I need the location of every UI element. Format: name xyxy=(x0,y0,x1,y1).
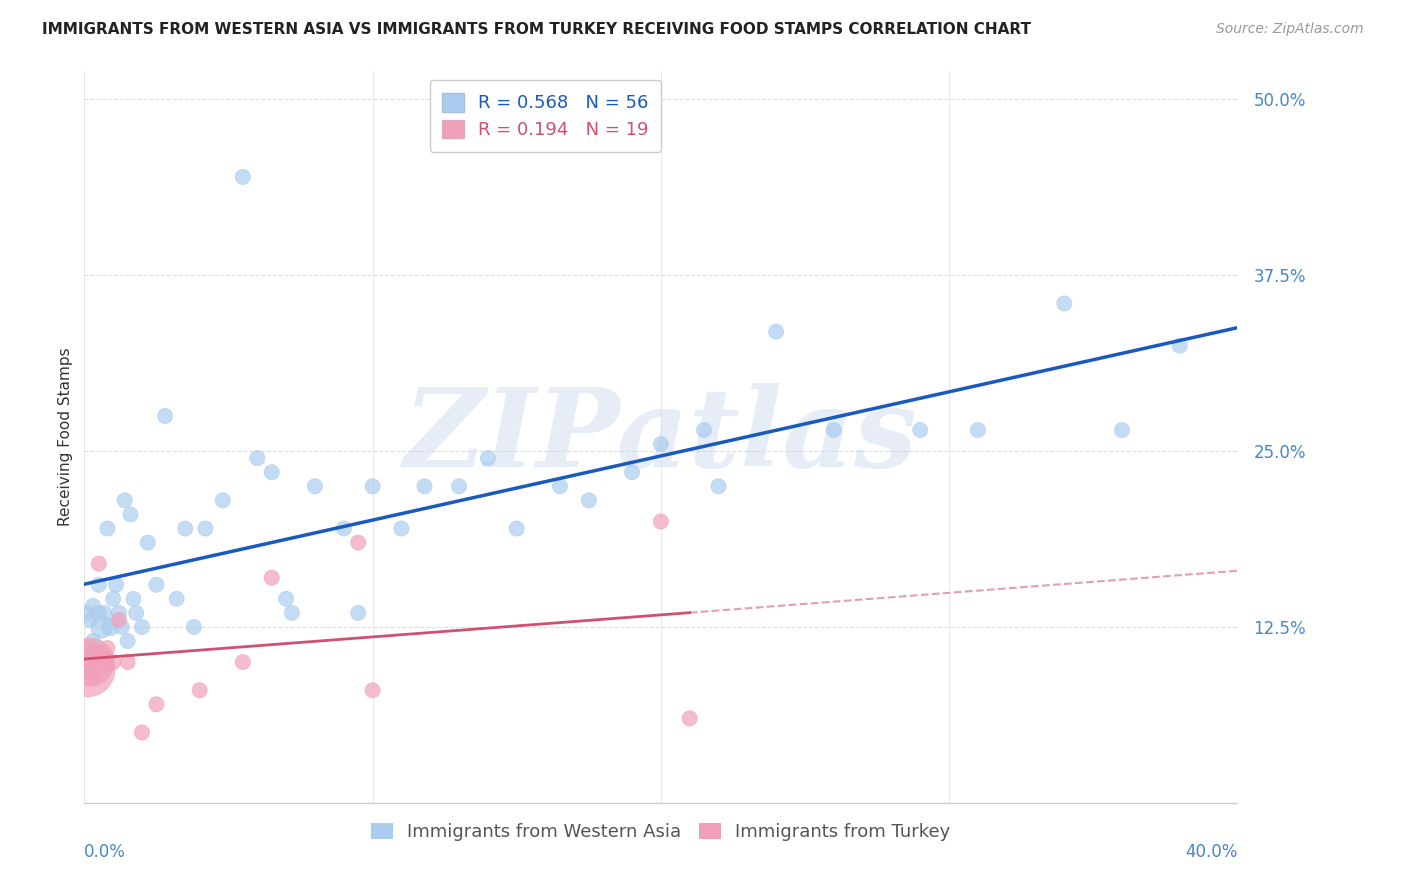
Point xyxy=(910,423,932,437)
Point xyxy=(361,683,384,698)
Point xyxy=(103,655,124,669)
Point xyxy=(79,655,101,669)
Point xyxy=(347,606,370,620)
Point xyxy=(117,634,139,648)
Point xyxy=(707,479,730,493)
Point xyxy=(117,655,139,669)
Point xyxy=(823,423,845,437)
Point xyxy=(413,479,436,493)
Point xyxy=(194,521,217,535)
Text: Source: ZipAtlas.com: Source: ZipAtlas.com xyxy=(1216,22,1364,37)
Point xyxy=(967,423,990,437)
Point xyxy=(87,557,110,571)
Point xyxy=(105,578,128,592)
Point xyxy=(260,465,283,479)
Point xyxy=(76,606,98,620)
Point xyxy=(693,423,716,437)
Point xyxy=(87,578,110,592)
Point xyxy=(96,521,118,535)
Point xyxy=(1168,339,1191,353)
Point xyxy=(82,634,104,648)
Point xyxy=(333,521,356,535)
Point xyxy=(304,479,326,493)
Text: ZIPatlas: ZIPatlas xyxy=(404,384,918,491)
Point xyxy=(90,655,112,669)
Point xyxy=(108,613,131,627)
Point xyxy=(120,508,142,522)
Point xyxy=(131,725,153,739)
Text: 0.0%: 0.0% xyxy=(84,843,127,861)
Point xyxy=(449,479,471,493)
Point xyxy=(103,591,124,606)
Point xyxy=(145,698,167,712)
Point xyxy=(131,620,153,634)
Point xyxy=(108,606,131,620)
Point xyxy=(82,669,104,683)
Point xyxy=(87,606,110,620)
Point xyxy=(347,535,370,549)
Point xyxy=(125,606,148,620)
Point xyxy=(114,493,136,508)
Point xyxy=(166,591,188,606)
Point xyxy=(391,521,413,535)
Point xyxy=(111,620,134,634)
Point xyxy=(84,655,107,669)
Point xyxy=(1053,296,1076,310)
Point xyxy=(650,437,672,451)
Point xyxy=(84,648,107,662)
Point xyxy=(260,571,283,585)
Point xyxy=(188,683,211,698)
Point xyxy=(621,465,644,479)
Point xyxy=(93,606,115,620)
Point xyxy=(82,599,104,613)
Point xyxy=(1111,423,1133,437)
Point xyxy=(211,493,233,508)
Point xyxy=(477,451,499,466)
Point xyxy=(174,521,197,535)
Legend: Immigrants from Western Asia, Immigrants from Turkey: Immigrants from Western Asia, Immigrants… xyxy=(364,816,957,848)
Point xyxy=(183,620,205,634)
Point xyxy=(90,620,112,634)
Point xyxy=(96,641,118,656)
Point xyxy=(765,325,787,339)
Point xyxy=(679,711,702,725)
Point xyxy=(650,515,672,529)
Point xyxy=(281,606,304,620)
Point xyxy=(145,578,167,592)
Y-axis label: Receiving Food Stamps: Receiving Food Stamps xyxy=(58,348,73,526)
Point xyxy=(276,591,298,606)
Point xyxy=(76,662,98,676)
Text: 40.0%: 40.0% xyxy=(1185,843,1237,861)
Point xyxy=(506,521,529,535)
Point xyxy=(548,479,571,493)
Point xyxy=(232,169,254,184)
Point xyxy=(578,493,600,508)
Point xyxy=(232,655,254,669)
Point xyxy=(361,479,384,493)
Point xyxy=(153,409,176,423)
Point xyxy=(98,620,121,634)
Point xyxy=(122,591,145,606)
Point xyxy=(246,451,269,466)
Point xyxy=(136,535,159,549)
Text: IMMIGRANTS FROM WESTERN ASIA VS IMMIGRANTS FROM TURKEY RECEIVING FOOD STAMPS COR: IMMIGRANTS FROM WESTERN ASIA VS IMMIGRAN… xyxy=(42,22,1031,37)
Point xyxy=(79,613,101,627)
